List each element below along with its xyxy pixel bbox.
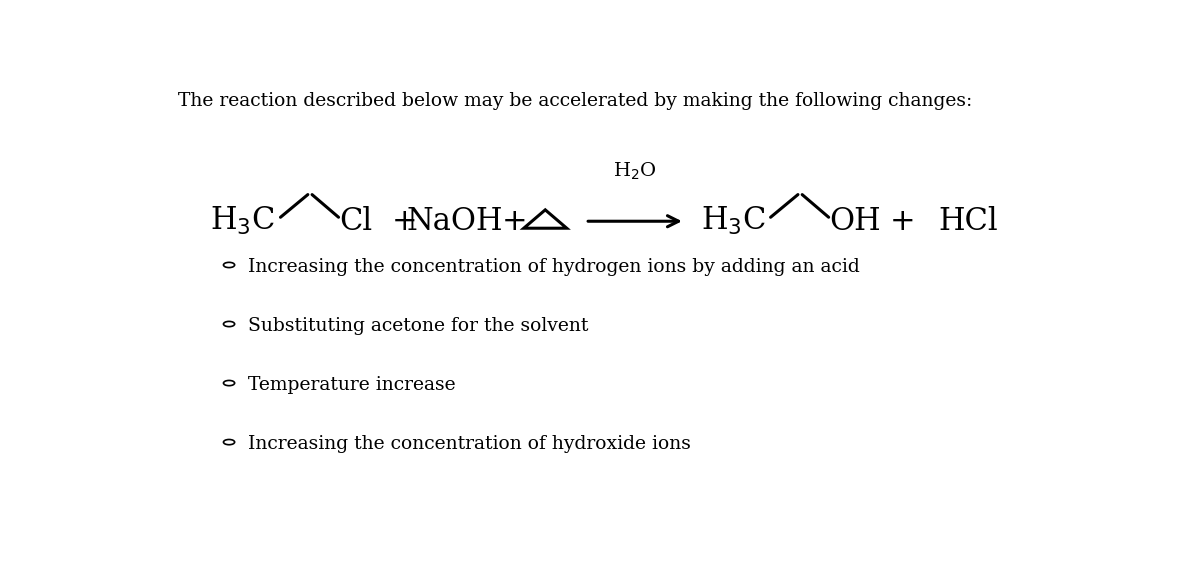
Text: Temperature increase: Temperature increase: [247, 376, 455, 394]
Text: H$_2$O: H$_2$O: [613, 160, 656, 182]
Text: The reaction described below may be accelerated by making the following changes:: The reaction described below may be acce…: [178, 92, 972, 110]
Text: H$_3$C: H$_3$C: [701, 205, 766, 237]
Text: Increasing the concentration of hydrogen ions by adding an acid: Increasing the concentration of hydrogen…: [247, 258, 859, 276]
Text: $+$: $+$: [889, 206, 913, 237]
Text: OH: OH: [829, 206, 881, 237]
Text: Cl: Cl: [338, 206, 372, 237]
Text: NaOH: NaOH: [407, 206, 503, 237]
Text: HCl: HCl: [938, 206, 998, 237]
Text: $+$: $+$: [500, 206, 524, 237]
Text: Substituting acetone for the solvent: Substituting acetone for the solvent: [247, 317, 588, 335]
Text: Increasing the concentration of hydroxide ions: Increasing the concentration of hydroxid…: [247, 435, 690, 453]
Text: H$_3$C: H$_3$C: [210, 205, 275, 237]
Text: $+$: $+$: [391, 206, 415, 237]
